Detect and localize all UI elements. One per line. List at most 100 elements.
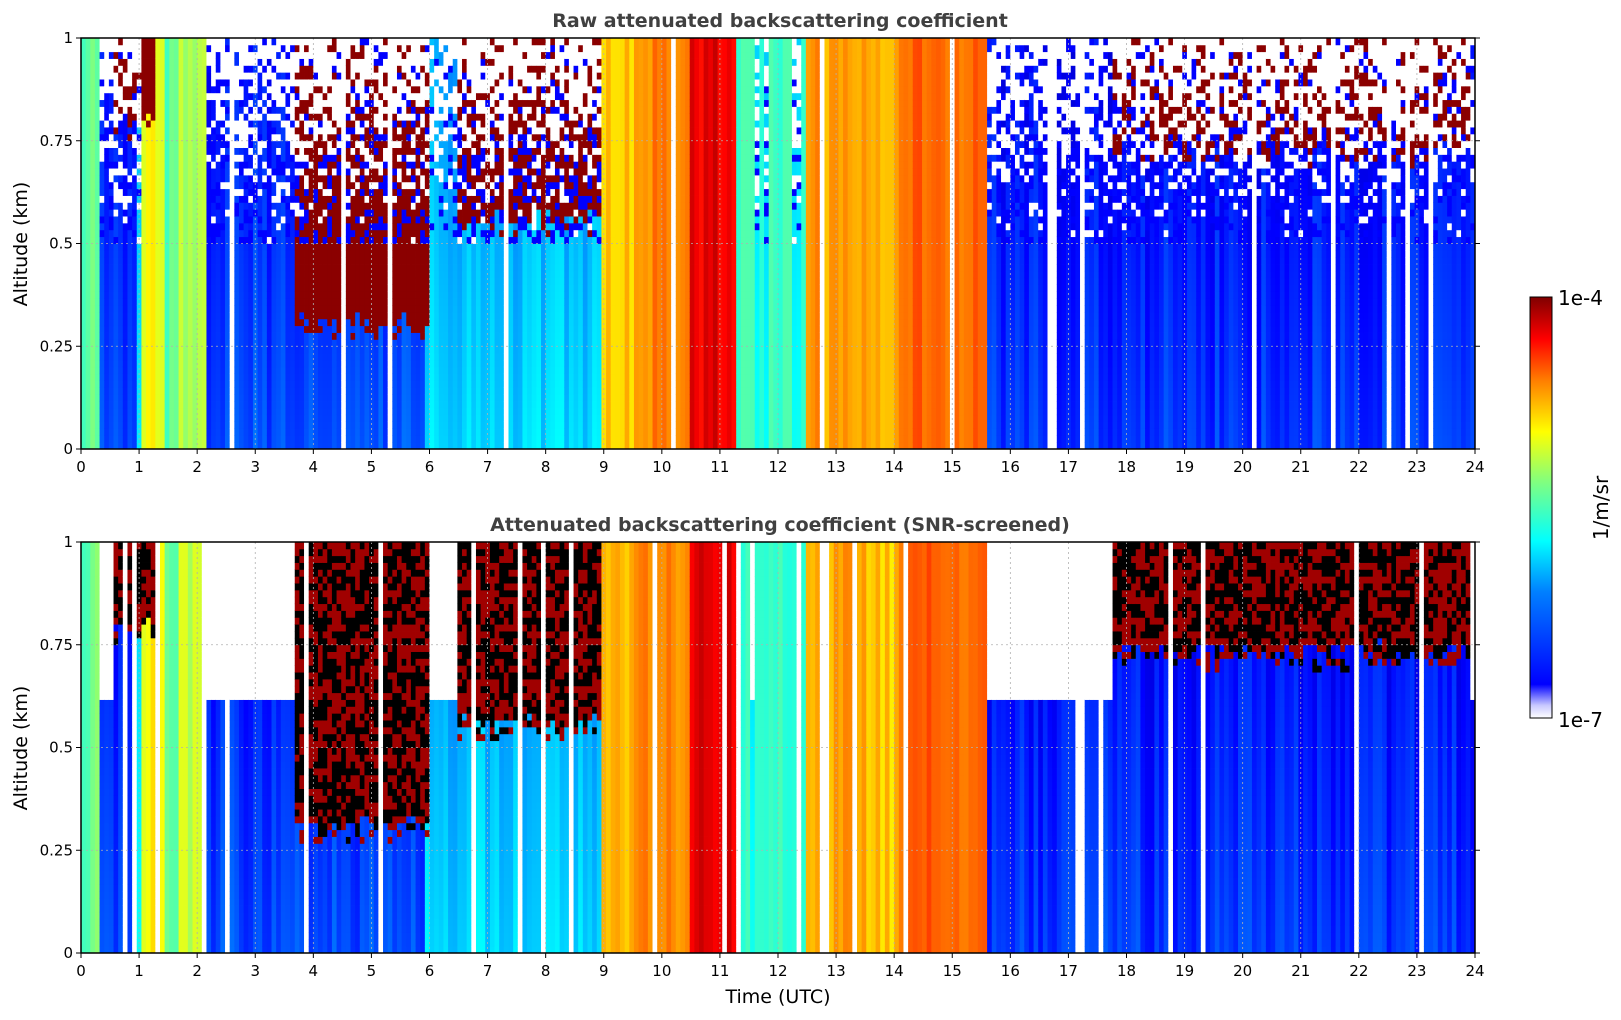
heatmap-cell (81, 189, 86, 196)
heatmap-cell (211, 230, 216, 237)
heatmap-cell (127, 209, 132, 216)
heatmap-cell (392, 428, 397, 435)
heatmap-cell (272, 244, 277, 251)
heatmap-cell (188, 72, 193, 79)
heatmap-cell (206, 326, 211, 333)
heatmap-cell (448, 196, 453, 203)
heatmap-cell (244, 209, 249, 216)
heatmap-cell (388, 312, 393, 319)
heatmap-cell (253, 107, 258, 114)
heatmap-cell (457, 244, 462, 251)
heatmap-cell (197, 113, 202, 120)
heatmap-cell (462, 223, 467, 230)
heatmap-cell (313, 134, 318, 141)
heatmap-cell (337, 374, 342, 381)
heatmap-cell (174, 154, 179, 161)
heatmap-cell (453, 223, 458, 230)
heatmap-cell (378, 38, 383, 45)
heatmap-cell (146, 182, 151, 189)
heatmap-cell (439, 202, 444, 209)
heatmap-cell (267, 168, 272, 175)
heatmap-cell (323, 326, 328, 333)
heatmap-cell (355, 93, 360, 100)
heatmap-cell (174, 353, 179, 360)
heatmap-cell (174, 209, 179, 216)
heatmap-cell (351, 333, 356, 340)
heatmap-cell (411, 93, 416, 100)
heatmap-cell (206, 196, 211, 203)
heatmap-cell (90, 428, 95, 435)
heatmap-cell (337, 408, 342, 415)
heatmap-cell (132, 72, 137, 79)
heatmap-cell (457, 237, 462, 244)
heatmap-cell (434, 257, 439, 264)
heatmap-cell (239, 408, 244, 415)
heatmap-cell (318, 223, 323, 230)
heatmap-cell (355, 360, 360, 367)
heatmap-cell (174, 422, 179, 429)
heatmap-cell (267, 127, 272, 134)
heatmap-cell (123, 202, 128, 209)
heatmap-cell (258, 353, 263, 360)
heatmap-cell (104, 339, 109, 346)
heatmap-cell (104, 38, 109, 45)
heatmap-cell (86, 422, 91, 429)
heatmap-cell (151, 305, 156, 312)
heatmap-cell (351, 285, 356, 292)
heatmap-cell (197, 230, 202, 237)
heatmap-cell (285, 305, 290, 312)
heatmap-cell (90, 401, 95, 408)
heatmap-cell (430, 360, 435, 367)
heatmap-cell (272, 381, 277, 388)
heatmap-cell (244, 175, 249, 182)
heatmap-cell (123, 271, 128, 278)
heatmap-cell (332, 244, 337, 251)
heatmap-cell (169, 141, 174, 148)
heatmap-cell (462, 298, 467, 305)
heatmap-cell (462, 319, 467, 326)
heatmap-cell (114, 394, 119, 401)
heatmap-cell (388, 107, 393, 114)
heatmap-cell (341, 202, 346, 209)
heatmap-cell (258, 333, 263, 340)
heatmap-cell (197, 100, 202, 107)
heatmap-cell (211, 291, 216, 298)
heatmap-cell (337, 45, 342, 52)
heatmap-cell (443, 161, 448, 168)
heatmap-cell (267, 182, 272, 189)
heatmap-cell (430, 387, 435, 394)
heatmap-cell (206, 339, 211, 346)
heatmap-cell (374, 305, 379, 312)
heatmap-cell (86, 182, 91, 189)
heatmap-cell (402, 244, 407, 251)
heatmap-cell (276, 113, 281, 120)
heatmap-cell (453, 86, 458, 93)
heatmap-cell (434, 374, 439, 381)
heatmap-cell (100, 367, 105, 374)
heatmap-cell (202, 189, 207, 196)
heatmap-cell (439, 230, 444, 237)
heatmap-cell (299, 244, 304, 251)
heatmap-cell (299, 175, 304, 182)
heatmap-cell (188, 428, 193, 435)
heatmap-cell (416, 333, 421, 340)
heatmap-cell (109, 326, 114, 333)
heatmap-cell (406, 291, 411, 298)
heatmap-cell (151, 216, 156, 223)
heatmap-cell (141, 360, 146, 367)
heatmap-cell (462, 216, 467, 223)
heatmap-cell (202, 113, 207, 120)
heatmap-cell (211, 285, 216, 292)
heatmap-cell (258, 422, 263, 429)
heatmap-cell (127, 72, 132, 79)
heatmap-cell (411, 435, 416, 442)
heatmap-cell (304, 285, 309, 292)
heatmap-cell (327, 59, 332, 66)
heatmap-cell (276, 154, 281, 161)
heatmap-cell (183, 196, 188, 203)
heatmap-cell (285, 250, 290, 257)
heatmap-cell (406, 326, 411, 333)
heatmap-cell (327, 291, 332, 298)
heatmap-cell (188, 257, 193, 264)
heatmap-cell (258, 223, 263, 230)
